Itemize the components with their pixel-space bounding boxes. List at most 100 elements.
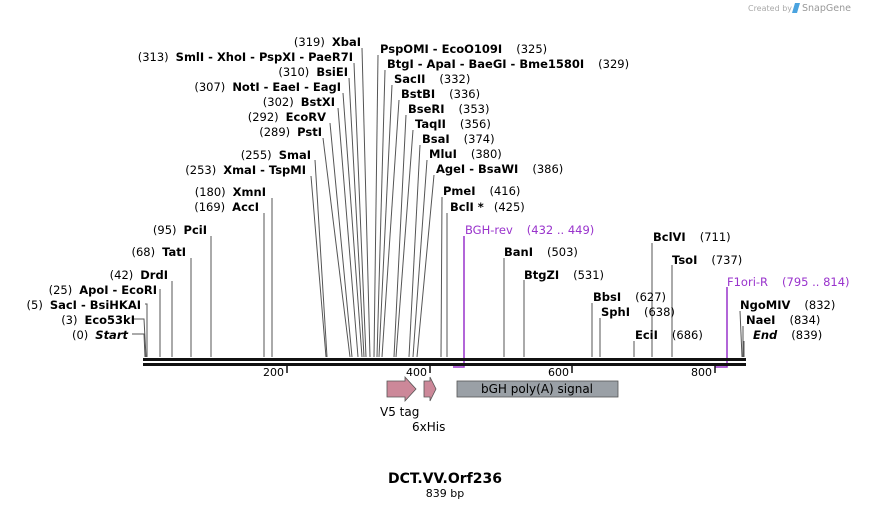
site-psti[interactable]: (289) PstI (259, 125, 322, 139)
site-name: NotI - EaeI - EagI (232, 80, 341, 94)
sequence-backbone-top (143, 358, 746, 361)
site-taqii[interactable]: TaqII (356) (415, 117, 491, 131)
site-ecorv[interactable]: (292) EcoRV (248, 110, 326, 124)
primer-name: BGH-rev (465, 223, 513, 237)
sequence-length: 839 bp (426, 487, 464, 500)
site-name: EcoRV (286, 110, 326, 124)
site-bbsi[interactable]: BbsI (627) (593, 290, 666, 304)
site-pos: (302) (263, 95, 294, 109)
site-bani[interactable]: BanI (503) (504, 245, 578, 259)
site-tsoi[interactable]: TsoI (737) (672, 253, 742, 267)
site-apoi-ecori[interactable]: (25) ApoI - EcoRI (49, 283, 157, 297)
svg-text:(25)ApoI - EcoRI: (25) ApoI - EcoRI (49, 283, 157, 297)
site-name: DrdI (140, 268, 168, 282)
site-name: ApoI - EcoRI (79, 283, 157, 297)
site-acci[interactable]: (169) AccI (194, 200, 259, 214)
site-name: BseRI (408, 102, 445, 116)
site-pos: (292) (248, 110, 279, 124)
site-pos: (310) (278, 65, 309, 79)
site-sacii[interactable]: SacII (332) (394, 72, 470, 86)
site-ecii[interactable]: EciI (686) (635, 328, 703, 342)
site-naei[interactable]: NaeI (834) (746, 313, 820, 327)
site-pos: (307) (194, 80, 225, 94)
site-pspomi-ecoo109i[interactable]: PspOMI - EcoO109I (325) (380, 42, 547, 56)
site-pos: (319) (294, 35, 325, 49)
feature-bgh-polya[interactable] (456, 380, 619, 398)
site-pos: (711) (700, 230, 731, 244)
site-name: TsoI (672, 253, 697, 267)
site-pos: (686) (672, 328, 703, 342)
site-pos: (332) (439, 72, 470, 86)
svg-text:PmeI(416): PmeI (416) (443, 184, 520, 198)
site-name: End (753, 328, 778, 342)
site-name: BtgI - ApaI - BaeGI - Bme1580I (387, 57, 584, 71)
site-pos: (255) (241, 148, 272, 162)
feature-6xhis[interactable] (423, 376, 437, 402)
site-bcli[interactable]: BclI * (425) (450, 200, 525, 214)
primer-bgh-rev-marker[interactable] (453, 236, 465, 368)
site-xmai-tspmi[interactable]: (253) XmaI - TspMI (185, 163, 306, 177)
site-btgi-apai-baegi-bme1580i[interactable]: BtgI - ApaI - BaeGI - Bme1580I (329) (387, 57, 629, 71)
svg-text:(3)Eco53kI: (3) Eco53kI (61, 313, 135, 327)
site-ngomiv[interactable]: NgoMIV (832) (740, 298, 835, 312)
site-pos: (336) (449, 87, 480, 101)
site-pcii[interactable]: (95) PciI (153, 223, 207, 237)
ruler-tick-label: 600 (548, 366, 569, 379)
svg-text:(253)XmaI - TspMI: (253) XmaI - TspMI (185, 163, 306, 177)
site-eco53ki[interactable]: (3) Eco53kI (61, 313, 135, 327)
primer-f1ori-r[interactable]: F1ori-R (795 .. 814) (727, 275, 850, 289)
ruler-tick-label: 200 (263, 366, 284, 379)
svg-text:(180)XmnI: (180) XmnI (195, 185, 266, 199)
credit-text: Created by (748, 4, 792, 13)
site-name: TaqII (415, 117, 446, 131)
site-pos: (832) (804, 298, 835, 312)
site-smai[interactable]: (255) SmaI (241, 148, 311, 162)
site-drdi[interactable]: (42) DrdI (110, 268, 168, 282)
site-pos: (374) (464, 132, 495, 146)
site-tati[interactable]: (68) TatI (131, 245, 186, 259)
svg-text:F1ori-R(795 .. 814): F1ori-R (795 .. 814) (727, 275, 850, 289)
site-start[interactable]: (0) Start (72, 328, 129, 342)
site-end[interactable]: End (839) (753, 328, 822, 342)
site-xmni[interactable]: (180) XmnI (195, 185, 266, 199)
site-btgzi[interactable]: BtgZI (531) (524, 268, 604, 282)
feature-v5-tag[interactable] (386, 375, 417, 403)
svg-text:(5)SacI - BsiHKAI: (5) SacI - BsiHKAI (27, 298, 141, 312)
brand-name: SnapGene (802, 3, 851, 14)
site-name: PmeI (443, 184, 476, 198)
svg-text:(0)Start: (0) Start (72, 328, 129, 342)
svg-text:BtgZI(531): BtgZI (531) (524, 268, 604, 282)
site-saci-bsihkai[interactable]: (5) SacI - BsiHKAI (27, 298, 141, 312)
site-bsiei[interactable]: (310) BsiEI (278, 65, 348, 79)
site-pos: (416) (490, 184, 521, 198)
site-pos: (834) (789, 313, 820, 327)
site-bseri[interactable]: BseRI (353) (408, 102, 489, 116)
site-agei-bsawi[interactable]: AgeI - BsaWI (386) (436, 162, 563, 176)
site-sphi[interactable]: SphI (638) (601, 305, 675, 319)
site-pos: (503) (547, 245, 578, 259)
site-smli-xhoi-pspxi-paer7i[interactable]: (313) SmlI - XhoI - PspXI - PaeR7I (138, 50, 353, 64)
site-pos: (68) (131, 245, 155, 259)
site-name: BbsI (593, 290, 621, 304)
feature-6xhis-label: 6xHis (412, 420, 445, 434)
site-name: BclI * (450, 200, 484, 214)
site-bstxi[interactable]: (302) BstXI (263, 95, 335, 109)
primer-range: (795 .. 814) (782, 275, 850, 289)
site-pos: (325) (516, 42, 547, 56)
site-name: BstXI (301, 95, 335, 109)
feature-v5-tag-label: V5 tag (380, 405, 419, 419)
primer-bgh-rev[interactable]: BGH-rev (432 .. 449) (465, 223, 594, 237)
svg-text:(255)SmaI: (255) SmaI (241, 148, 311, 162)
site-name: PciI (184, 223, 207, 237)
site-name: MluI (429, 147, 457, 161)
svg-text:(319)XbaI: (319) XbaI (294, 35, 361, 49)
site-pos: (380) (471, 147, 502, 161)
site-mlui[interactable]: MluI (380) (429, 147, 502, 161)
site-pmei[interactable]: PmeI (416) (443, 184, 520, 198)
site-bclvi[interactable]: BclVI (711) (653, 230, 731, 244)
site-noti-eaei-eagi[interactable]: (307) NotI - EaeI - EagI (194, 80, 341, 94)
site-bstbi[interactable]: BstBI (336) (401, 87, 480, 101)
site-xbai[interactable]: (319) XbaI (294, 35, 361, 49)
site-bsai[interactable]: BsaI (374) (422, 132, 495, 146)
primer-f1ori-r-marker[interactable] (715, 287, 728, 368)
